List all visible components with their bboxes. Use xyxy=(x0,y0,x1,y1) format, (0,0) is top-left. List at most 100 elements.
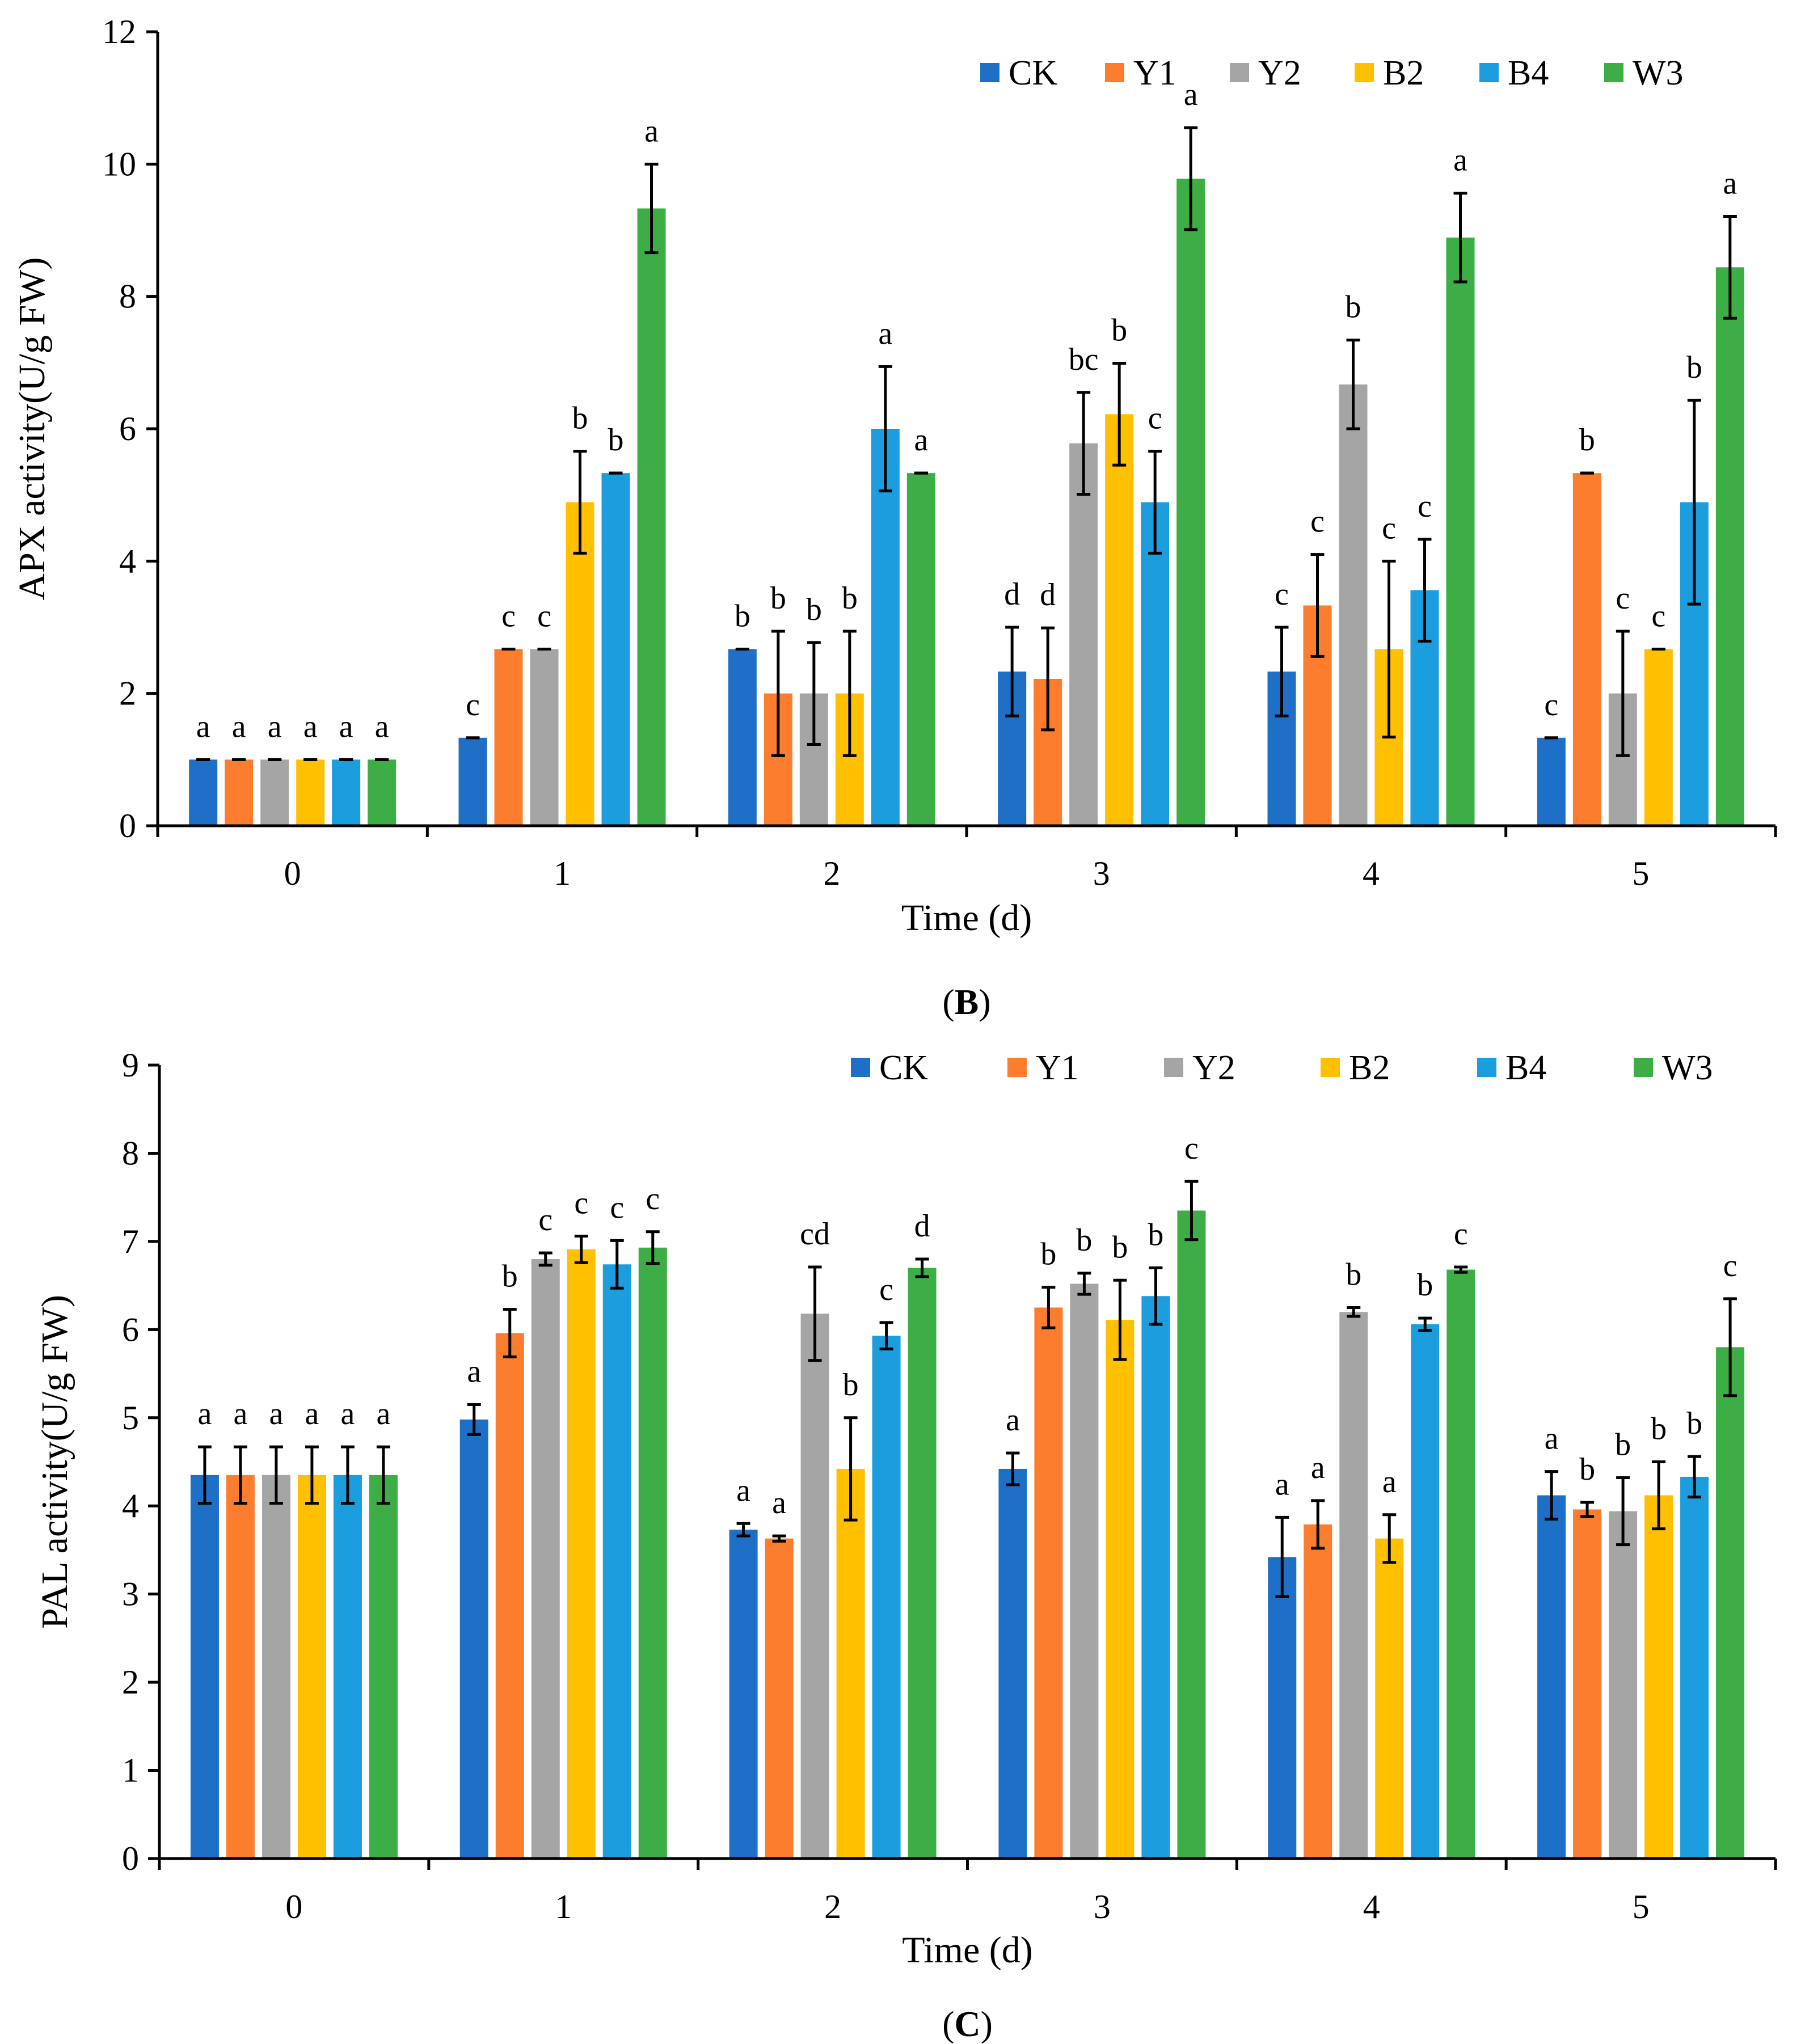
pal-x-tick-label: 5 xyxy=(1633,1888,1650,1925)
apx-x-tick-label: 4 xyxy=(1363,855,1380,892)
pal-panel-label: (C) xyxy=(942,2004,993,2044)
pal-significance-label: a xyxy=(736,1473,750,1508)
apx-significance-label: c xyxy=(501,599,516,634)
pal-bar-y1 xyxy=(1304,1524,1332,1859)
apx-significance-label: b xyxy=(806,592,822,627)
pal-bar-b4 xyxy=(1411,1324,1440,1859)
pal-bar-b2 xyxy=(297,1475,326,1859)
pal-legend-swatch-y1 xyxy=(1007,1058,1027,1077)
pal-y-tick-label: 4 xyxy=(122,1487,139,1524)
pal-bar-ck xyxy=(190,1475,219,1859)
apx-y-tick-label: 10 xyxy=(102,145,136,183)
apx-bar-y2 xyxy=(530,649,559,826)
apx-legend-label-y1: Y1 xyxy=(1133,54,1176,92)
apx-significance-label: a xyxy=(914,423,928,458)
pal-legend-label-ck: CK xyxy=(879,1049,928,1087)
pal-significance-label: a xyxy=(233,1396,247,1431)
apx-bar-b2 xyxy=(566,502,594,826)
apx-significance-label: c xyxy=(1418,489,1432,524)
apx-significance-label: c xyxy=(1651,599,1665,634)
apx-bar-b2 xyxy=(1105,414,1134,826)
pal-legend-swatch-ck xyxy=(851,1058,870,1077)
apx-panel-label: (B) xyxy=(942,982,990,1022)
pal-bar-y1 xyxy=(1034,1307,1063,1859)
apx-significance-label: c xyxy=(1616,581,1630,616)
apx-significance-label: a xyxy=(644,113,659,149)
apx-bar-b2 xyxy=(1644,649,1673,826)
apx-legend-swatch-ck xyxy=(980,63,1000,82)
apx-significance-label: b xyxy=(1111,313,1127,348)
apx-significance-label: a xyxy=(878,316,892,351)
pal-bar-y1 xyxy=(765,1538,794,1859)
apx-bar-b4 xyxy=(871,429,900,826)
pal-bar-ck xyxy=(729,1530,758,1859)
apx-significance-label: a xyxy=(1453,143,1467,178)
apx-panel-letter: B xyxy=(955,982,979,1022)
apx-bar-b2 xyxy=(296,759,325,826)
apx-significance-label: a xyxy=(375,709,389,744)
apx-x-tick-label: 1 xyxy=(554,855,571,892)
apx-x-tick-label: 3 xyxy=(1093,855,1110,892)
pal-x-tick-label: 4 xyxy=(1363,1888,1380,1925)
apx-bars xyxy=(189,179,1744,826)
pal-bar-y2 xyxy=(1070,1283,1099,1859)
pal-bar-b2 xyxy=(1644,1495,1673,1859)
pal-x-ticks: 0 1 2 3 4 5 xyxy=(158,1859,1777,1925)
pal-significance-label: c xyxy=(610,1190,624,1225)
apx-significance-label: a xyxy=(1184,77,1198,112)
apx-significance-label: a xyxy=(232,709,246,744)
pal-bar-b4 xyxy=(602,1264,631,1859)
pal-bar-b2 xyxy=(1375,1538,1404,1859)
pal-bar-b4 xyxy=(1141,1296,1170,1859)
apx-y-axis-title: APX activity(U/g FW) xyxy=(11,257,53,601)
pal-x-tick-label: 1 xyxy=(555,1888,572,1925)
pal-bar-w3 xyxy=(1716,1347,1745,1859)
apx-significance-label: c xyxy=(1275,577,1289,612)
apx-y-tick-label: 12 xyxy=(102,13,136,50)
apx-y-tick-label: 6 xyxy=(119,410,136,447)
pal-bar-y1 xyxy=(1573,1509,1602,1859)
apx-bar-b4 xyxy=(332,759,361,826)
pal-bar-y2 xyxy=(531,1259,560,1859)
apx-significance-label: d xyxy=(1040,577,1056,613)
pal-significance-label: b xyxy=(1651,1412,1667,1447)
pal-bar-y2 xyxy=(262,1475,290,1859)
pal-legend-label-b2: B2 xyxy=(1349,1049,1390,1087)
apx-legend-label-b2: B2 xyxy=(1383,54,1424,92)
pal-x-axis-title: Time (d) xyxy=(902,1929,1032,1971)
pal-legend-label-b4: B4 xyxy=(1505,1049,1546,1087)
pal-bar-y1 xyxy=(495,1333,524,1859)
apx-significance-label: b xyxy=(1346,290,1361,325)
apx-x-tick-label: 0 xyxy=(284,855,301,892)
apx-x-ticks: 0 1 2 3 4 5 xyxy=(156,826,1777,892)
apx-bar-ck xyxy=(189,759,218,826)
apx-y-tick-label: 4 xyxy=(119,542,136,580)
pal-legend-swatch-b2 xyxy=(1321,1058,1340,1077)
pal-significance-label: b xyxy=(1346,1257,1361,1292)
apx-significance-label: d xyxy=(1004,577,1020,612)
pal-y-ticks: 0 1 2 3 4 5 6 7 8 9 xyxy=(122,1046,159,1877)
pal-significance-label: a xyxy=(197,1396,212,1431)
pal-legend: CK Y1 Y2 B2 B4 W3 xyxy=(851,1049,1713,1087)
pal-bar-ck xyxy=(459,1419,488,1859)
pal-legend-label-y1: Y1 xyxy=(1036,1049,1079,1087)
apx-legend-label-b4: B4 xyxy=(1508,54,1549,92)
pal-significance-label: a xyxy=(772,1485,786,1521)
pal-significance-label: a xyxy=(1311,1450,1325,1485)
pal-significance-label: a xyxy=(467,1354,481,1389)
pal-bar-w3 xyxy=(369,1475,398,1859)
pal-significance-label: cd xyxy=(800,1217,830,1252)
pal-significance-label: b xyxy=(1686,1406,1702,1441)
apx-bar-y2 xyxy=(1069,443,1098,826)
apx-significance-label: c xyxy=(537,599,551,634)
apx-bar-b4 xyxy=(601,473,630,826)
pal-bar-y2 xyxy=(800,1314,829,1859)
pal-bar-b2 xyxy=(836,1468,865,1859)
apx-legend-label-w3: W3 xyxy=(1633,54,1684,92)
apx-bar-y1 xyxy=(1572,473,1601,826)
pal-significance-label: a xyxy=(376,1396,390,1431)
pal-significance-label: c xyxy=(574,1186,588,1221)
apx-significance-label: a xyxy=(303,709,318,744)
apx-x-tick-label: 2 xyxy=(823,855,840,892)
